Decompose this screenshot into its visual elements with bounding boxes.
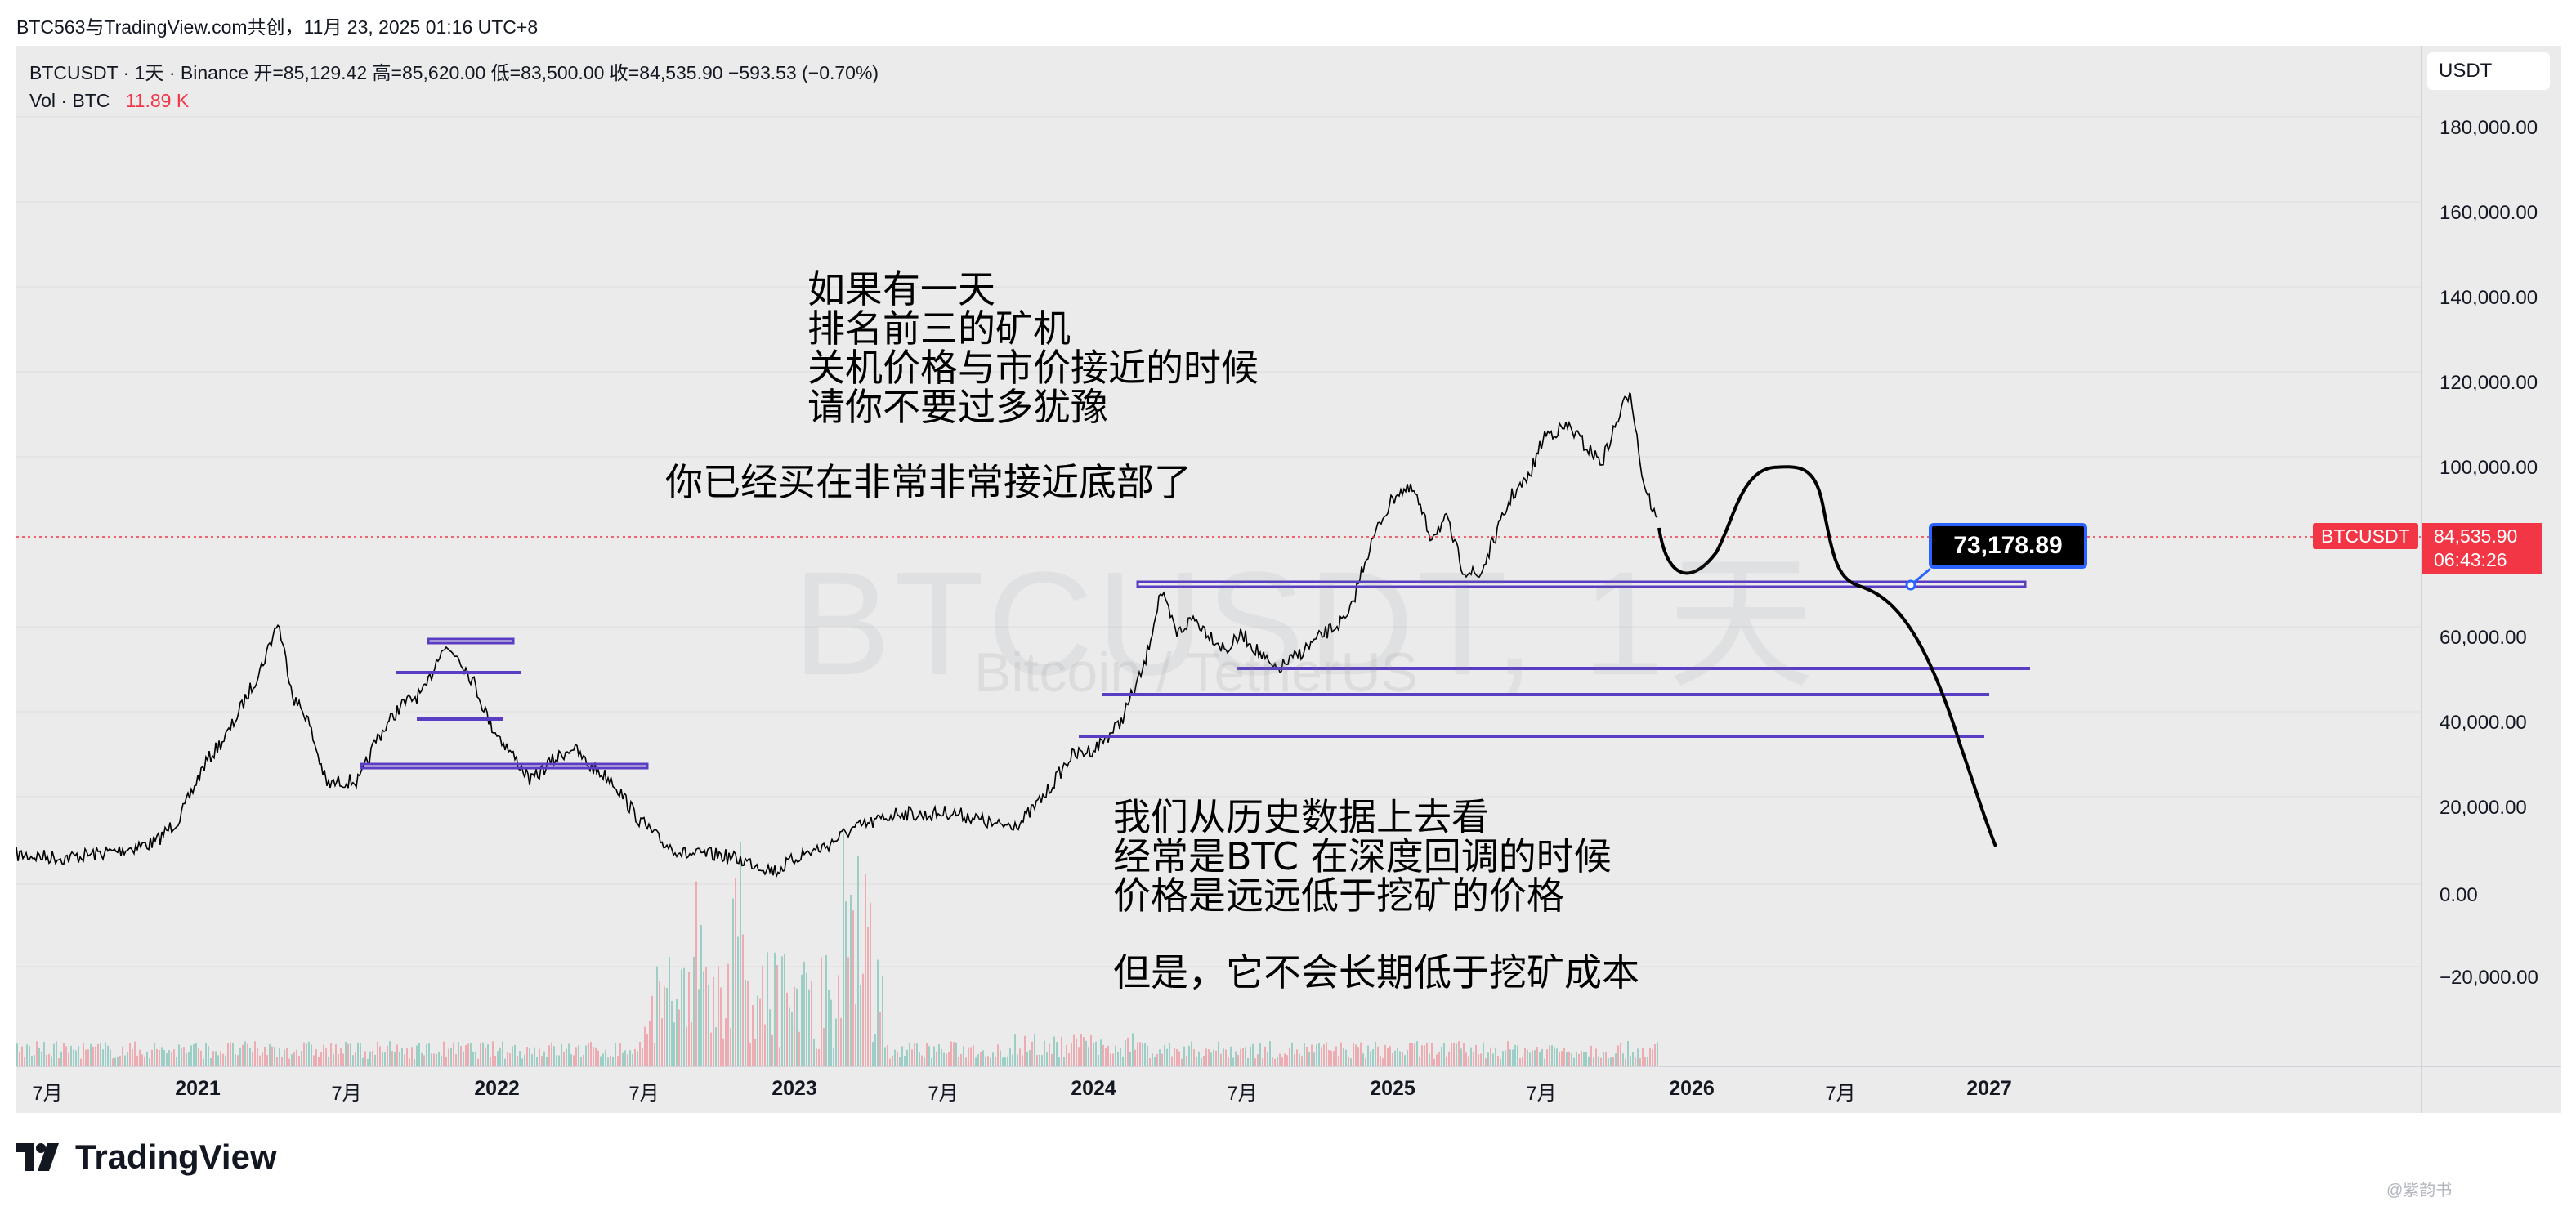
time-axis-label: 7月 — [32, 1083, 63, 1105]
time-axis-label: 2021 — [175, 1077, 221, 1100]
time-axis-label: 2026 — [1669, 1077, 1715, 1100]
target-pointer-dot — [1905, 579, 1916, 591]
price-scale-label: 160,000.00 — [2440, 202, 2538, 224]
level-line-2022-base — [360, 762, 649, 770]
level-line-2021-top — [427, 637, 515, 645]
price-scale-label: 180,000.00 — [2440, 117, 2538, 139]
price-scale-label: 60,000.00 — [2440, 627, 2527, 649]
current-price-value: 84,535.90 — [2434, 525, 2518, 547]
price-scale-label: 100,000.00 — [2440, 457, 2538, 479]
price-scale-label: 0.00 — [2440, 884, 2478, 906]
time-axis-label: 2027 — [1966, 1077, 2012, 1100]
grid-lines — [16, 116, 2421, 967]
currency-selector-button[interactable]: USDT — [2427, 52, 2550, 90]
volume-bars — [16, 833, 1658, 1066]
volume-value: 11.89 K — [125, 90, 190, 111]
time-axis-label: 7月 — [1227, 1083, 1258, 1105]
description-watermark: Bitcoin / TetherUS — [974, 641, 1419, 704]
time-axis-label: 2024 — [1071, 1077, 1116, 1100]
axis-corner[interactable] — [2421, 1066, 2561, 1113]
annotation-note-1[interactable]: 如果有一天 排名前三的矿机 关机价格与市价接近的时候 请你不要过多犹豫 — [807, 267, 1259, 429]
target-price-label[interactable]: 73,178.89 — [1929, 523, 2087, 569]
time-axis-label: 7月 — [928, 1083, 959, 1105]
annotation-note-4[interactable]: 但是，它不会长期低于挖矿成本 — [1113, 950, 1639, 994]
price-scale-label: 140,000.00 — [2440, 287, 2538, 309]
time-axis-label: 2023 — [771, 1077, 817, 1100]
current-price-tag: 84,535.90 06:43:26 — [2422, 523, 2542, 574]
time-axis-label: 2022 — [474, 1077, 520, 1100]
tradingview-logo-icon — [16, 1143, 59, 1171]
volume-label: Vol · BTC — [29, 90, 110, 111]
time-axis[interactable] — [16, 1066, 2421, 1113]
annotation-note-2[interactable]: 你已经买在非常非常接近底部了 — [665, 460, 1192, 504]
chart-svg — [16, 116, 2421, 1066]
bar-countdown: 06:43:26 — [2434, 549, 2507, 570]
time-axis-label: 7月 — [628, 1083, 660, 1105]
symbol-legend-line[interactable]: BTCUSDT · 1天 · Binance 开=85,129.42 高=85,… — [29, 62, 879, 83]
chart-title-header: BTC563与TradingView.com共创，11月 23, 2025 01… — [16, 16, 539, 38]
time-axis-label: 7月 — [1526, 1083, 1557, 1105]
price-scale-label: 20,000.00 — [2440, 797, 2527, 819]
legend: BTCUSDT · 1天 · Binance 开=85,129.42 高=85,… — [29, 59, 879, 114]
price-scale-label: −20,000.00 — [2440, 967, 2538, 989]
time-axis-label: 7月 — [1825, 1083, 1856, 1105]
level-lines — [360, 580, 2030, 770]
bottom-watermark: @紫韵书 — [2386, 1182, 2453, 1200]
level-line-73k — [1136, 580, 2027, 588]
price-candles-path — [16, 392, 1658, 879]
annotation-note-3[interactable]: 我们从历史数据上去看 经常是BTC 在深度回调的时候 价格是远远低于挖矿的价格 — [1113, 795, 1612, 918]
symbol-watermark: BTCUSDT, 1天 — [793, 542, 1818, 706]
current-symbol-tag: BTCUSDT — [2313, 523, 2418, 549]
tradingview-logo-text: TradingView — [75, 1137, 277, 1176]
price-scale-label: 40,000.00 — [2440, 712, 2527, 734]
tradingview-logo[interactable]: TradingView — [16, 1137, 277, 1177]
time-axis-label: 2025 — [1370, 1077, 1415, 1100]
price-scale-label: 120,000.00 — [2440, 372, 2538, 394]
time-axis-label: 7月 — [331, 1083, 362, 1105]
projection-curve — [1657, 465, 1997, 847]
volume-legend-line[interactable]: Vol · BTC 11.89 K — [29, 87, 879, 114]
